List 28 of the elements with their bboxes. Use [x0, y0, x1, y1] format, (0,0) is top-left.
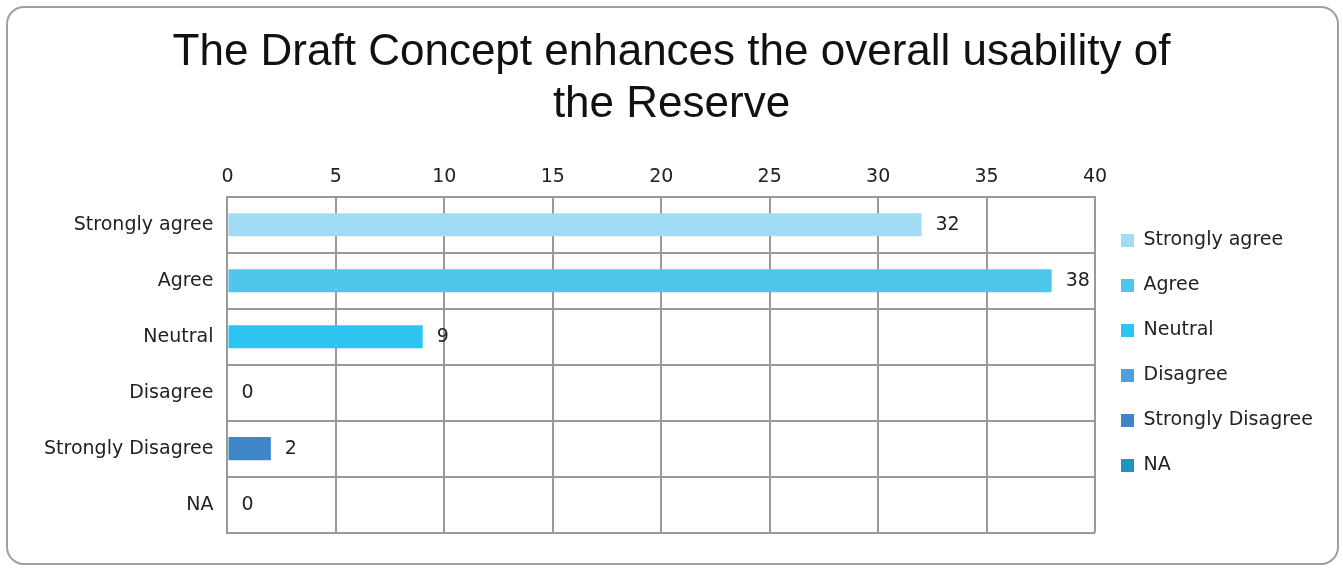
- y-tick-label: Neutral: [143, 323, 214, 346]
- data-label: 2: [284, 435, 297, 458]
- data-label: 9: [436, 323, 449, 346]
- data-label: 0: [241, 379, 254, 402]
- legend-label: Strongly Disagree: [1143, 407, 1314, 430]
- legend-label: Disagree: [1143, 362, 1228, 385]
- legend-label: Strongly agree: [1143, 227, 1284, 250]
- x-tick-label: 40: [1082, 164, 1108, 187]
- x-tick-label: 30: [866, 164, 891, 187]
- legend-label: Neutral: [1143, 317, 1214, 340]
- x-tick-label: 15: [540, 164, 565, 187]
- chart-title: The Draft Concept enhances the overall usability of the Reserve: [171, 24, 1172, 128]
- y-tick-label: Disagree: [129, 379, 214, 402]
- x-tick-label: 0: [221, 164, 234, 187]
- y-tick-label: Strongly agree: [73, 211, 214, 234]
- legend-label: Agree: [1143, 272, 1200, 295]
- x-tick-label: 25: [757, 164, 782, 187]
- legend-label: NA: [1143, 452, 1171, 475]
- y-tick-label: NA: [186, 491, 214, 514]
- data-label: 32: [935, 211, 960, 234]
- x-tick-label: 20: [649, 164, 674, 187]
- x-tick-label: 10: [432, 164, 457, 187]
- data-label: 38: [1065, 267, 1090, 290]
- y-tick-label: Strongly Disagree: [43, 435, 214, 458]
- x-tick-label: 35: [974, 164, 999, 187]
- x-tick-label: 5: [329, 164, 342, 187]
- y-tick-label: Agree: [157, 267, 214, 290]
- data-label: 0: [241, 491, 254, 514]
